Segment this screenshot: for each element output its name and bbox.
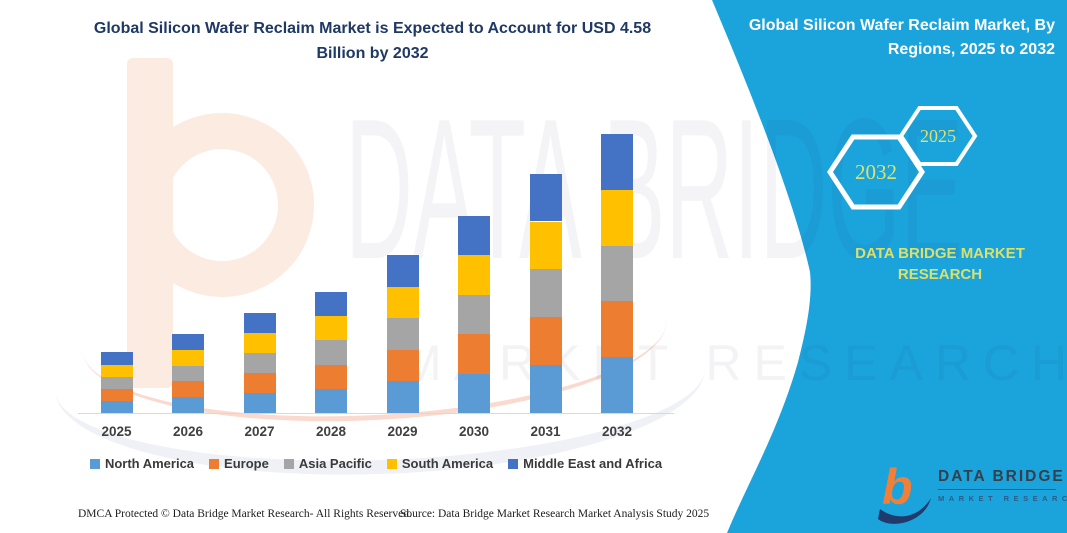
bar-segment-2032-europe (601, 301, 633, 358)
x-axis-label-2029: 2029 (387, 424, 418, 439)
bar-segment-2031-north-america (529, 365, 562, 413)
side-panel-title: Global Silicon Wafer Reclaim Market, By … (748, 17, 1055, 58)
legend-item-middle-east-and-africa: Middle East and Africa (508, 456, 662, 471)
footer-logo: b DATA BRIDGE MARKET RESEARCH (876, 458, 1067, 528)
x-axis-label-2027: 2027 (244, 424, 275, 439)
hexagon-2032-label: 2032 (855, 160, 897, 184)
bar-segment-2025-europe (100, 388, 133, 401)
legend-swatch (508, 458, 519, 469)
logo-b-icon: b (878, 460, 931, 524)
bar-segment-2030-south-america (458, 255, 490, 295)
legend-label: South America (401, 456, 494, 471)
legend-swatch (283, 458, 294, 469)
legend-label: Middle East and Africa (523, 456, 663, 471)
logo-subtitle: MARKET RESEARCH (938, 494, 1067, 503)
hexagon-2025 (898, 106, 978, 166)
legend-item-north-america: North America (89, 456, 195, 471)
legend-label: Asia Pacific (298, 456, 372, 471)
bar-segment-2028-south-america (315, 316, 347, 341)
legend-swatch (386, 458, 397, 469)
bar-segment-2026-asia-pacific (172, 365, 204, 382)
legend-item-europe: Europe (209, 456, 269, 471)
bar-segment-2029-europe (386, 349, 419, 382)
legend-item-asia-pacific: Asia Pacific (283, 456, 372, 471)
watermark-tagline-text: MARKET RESEARCH (400, 335, 1067, 391)
bar-segment-2028-north-america (315, 388, 347, 413)
side-panel-brand-text: DATA BRIDGE MARKET RESEARCH (855, 245, 1025, 283)
x-axis-label-2032: 2032 (601, 424, 633, 439)
legend-item-south-america: South America (386, 456, 494, 471)
bar-segment-2031-asia-pacific (529, 269, 562, 318)
x-axis-label-2026: 2026 (172, 424, 204, 439)
bar-segment-2025-asia-pacific (100, 376, 133, 389)
bar-segment-2029-asia-pacific (386, 318, 419, 350)
bar-segment-2032-north-america (601, 357, 633, 413)
bar-segment-2026-north-america (172, 397, 204, 413)
bar-segment-2026-south-america (172, 349, 204, 366)
bar-segment-2027-asia-pacific (243, 353, 276, 373)
legend-label: Europe (224, 456, 269, 471)
bar-segment-2028-asia-pacific (315, 340, 347, 365)
chart-title: Global Silicon Wafer Reclaim Market is E… (93, 20, 652, 62)
bar-segment-2032-south-america (601, 189, 633, 246)
x-axis-label-2025: 2025 (101, 424, 132, 439)
bar-segment-2027-europe (243, 373, 276, 393)
legend-swatch (209, 458, 220, 469)
watermark-brand-text: DATA BRIDGE (345, 78, 964, 301)
bar-segment-2028-middle-east-and-africa (315, 291, 347, 317)
footer-dmca-text: DMCA Protected © Data Bridge Market Rese… (78, 508, 412, 520)
footer-source-text: Source: Data Bridge Market Research Mark… (400, 508, 710, 520)
x-axis-line (78, 413, 674, 414)
bar-segment-2030-asia-pacific (458, 294, 490, 335)
legend-swatch (89, 458, 100, 469)
bar-segment-2027-middle-east-and-africa (243, 313, 276, 333)
bar-segment-2029-middle-east-and-africa (386, 255, 419, 287)
bar-segment-2032-asia-pacific (601, 245, 633, 302)
bar-segment-2030-north-america (458, 373, 490, 413)
bar-segment-2032-middle-east-and-africa (601, 134, 633, 190)
bar-segment-2030-europe (458, 334, 490, 374)
bar-segment-2031-south-america (529, 221, 562, 270)
x-axis-label-2028: 2028 (315, 424, 347, 439)
legend-label: North America (104, 456, 195, 471)
logo-divider (938, 489, 1056, 490)
bar-segment-2029-south-america (386, 286, 419, 319)
logo-title: DATA BRIDGE (938, 468, 1065, 485)
bar-segment-2027-south-america (243, 333, 276, 353)
svg-text:b: b (882, 460, 913, 515)
bar-segment-2027-north-america (243, 393, 276, 413)
x-axis-label-2030: 2030 (458, 424, 490, 439)
bar-segment-2031-middle-east-and-africa (529, 173, 562, 222)
hexagon-badges: 2032 2025 (827, 106, 978, 210)
hexagon-2032 (827, 134, 925, 210)
bar-segment-2031-europe (529, 317, 562, 366)
x-axis-label-2031: 2031 (530, 424, 561, 439)
bar-segment-2025-south-america (100, 364, 133, 377)
bar-segment-2028-europe (315, 364, 347, 389)
bar-segment-2026-europe (172, 381, 204, 398)
chart-legend: North America Europe Asia Pacific South Ame… (78, 456, 674, 471)
logo-text-block: DATA BRIDGE MARKET RESEARCH (938, 468, 1067, 503)
bar-segment-2025-middle-east-and-africa (100, 352, 133, 365)
bar-segment-2025-north-america (100, 400, 133, 413)
bar-segment-2030-middle-east-and-africa (458, 216, 490, 256)
hexagon-2025-label: 2025 (920, 126, 956, 146)
bar-segment-2026-middle-east-and-africa (172, 334, 204, 350)
bar-segment-2029-north-america (386, 381, 419, 413)
